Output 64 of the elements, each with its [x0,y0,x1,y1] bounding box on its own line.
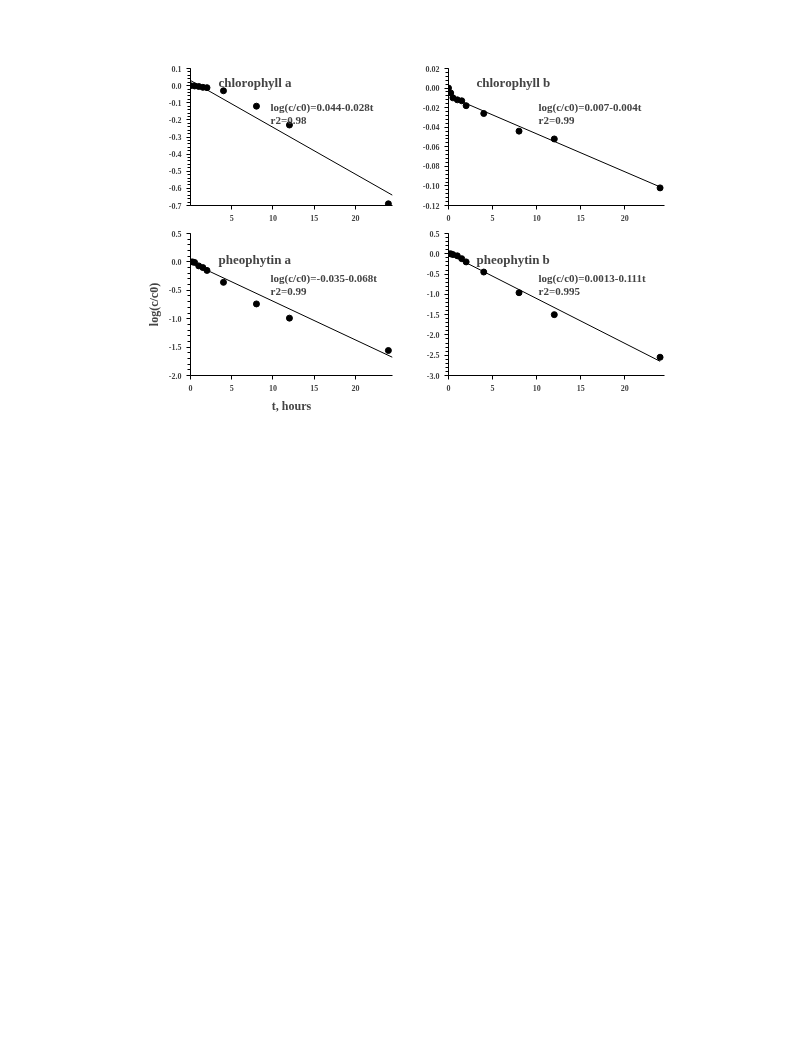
y-tick-label: -0.12 [422,201,440,211]
y-tick-label: 0.00 [425,84,440,94]
text: pheophytin a [218,251,292,267]
x-tick-label: 5 [490,213,495,223]
y-tick-label: 0.0 [429,249,440,259]
text: pheophytin b [476,251,550,267]
y-tick-label: -0.04 [422,123,440,133]
y-tick-label: -0.10 [422,181,440,191]
y-tick-label: 0.02 [425,64,440,74]
y-tick-label: -0.2 [168,115,182,125]
y-tick-label: -2.5 [426,351,440,361]
y-axis-title: log(c/c0) [146,282,161,327]
y-tick-label: -0.7 [168,201,182,211]
y-tick-label: -2.0 [426,330,440,340]
x-tick-label: 10 [268,213,277,223]
annotation: r2=0.99 [538,113,575,126]
x-tick-label: 15 [576,383,585,393]
y-tick-label: -1.0 [426,290,440,300]
x-tick-label: 10 [532,213,541,223]
y-tick-label: 0.5 [171,229,182,239]
y-tick-label: -2.0 [168,371,182,381]
y-tick-label: 0.0 [171,81,182,91]
x-tick-label: 5 [229,213,234,223]
y-tick-label: 0.0 [171,257,182,267]
x-tick-label: 0 [446,383,451,393]
x-axis-title: t, hours [271,398,312,413]
y-tick-label: -0.5 [168,167,182,177]
y-tick-label: 0.1 [171,64,182,74]
y-tick-label: 0.5 [429,229,440,239]
y-tick-label: -1.0 [168,314,182,324]
y-tick-label: -0.02 [422,103,440,113]
annotation: r2=0.995 [538,284,581,297]
y-tick-label: -0.4 [168,150,182,160]
annotation: log(c/c0)=0.044-0.028t [270,100,374,114]
y-tick-label: -1.5 [426,310,440,320]
x-tick-label: 20 [620,213,629,223]
x-tick-label: 5 [229,383,234,393]
x-tick-label: 20 [620,383,629,393]
annotation: r2=0.99 [270,284,307,297]
text: chlorophyll a [218,74,293,90]
y-tick-label: -0.5 [426,270,440,280]
x-tick-label: 15 [310,383,319,393]
x-tick-label: 0 [188,383,193,393]
y-tick-label: -0.1 [168,98,182,108]
annotation: log(c/c0)=0.007-0.004t [538,100,642,114]
annotation: log(c/c0)=0.0013-0.111t [538,271,646,285]
y-tick-label: -0.3 [168,133,182,142]
y-tick-label: -0.06 [422,142,440,152]
annotation: log(c/c0)=-0.035-0.068t [270,271,378,285]
y-tick-label: -0.6 [168,184,182,194]
annotation: r2=0.98 [270,113,307,126]
x-tick-label: 20 [351,213,360,223]
x-tick-label: 10 [532,383,541,393]
x-tick-label: 0 [446,213,451,223]
x-tick-label: 15 [310,213,319,223]
x-tick-label: 20 [351,383,360,393]
y-tick-label: -0.5 [168,286,182,296]
x-tick-label: 5 [490,383,495,393]
y-tick-label: -3.0 [426,371,440,381]
y-tick-label: -0.08 [422,162,440,172]
x-tick-label: 10 [268,383,277,393]
text: chlorophyll b [476,74,551,90]
x-tick-label: 15 [576,213,585,223]
y-tick-label: -1.5 [168,343,182,353]
